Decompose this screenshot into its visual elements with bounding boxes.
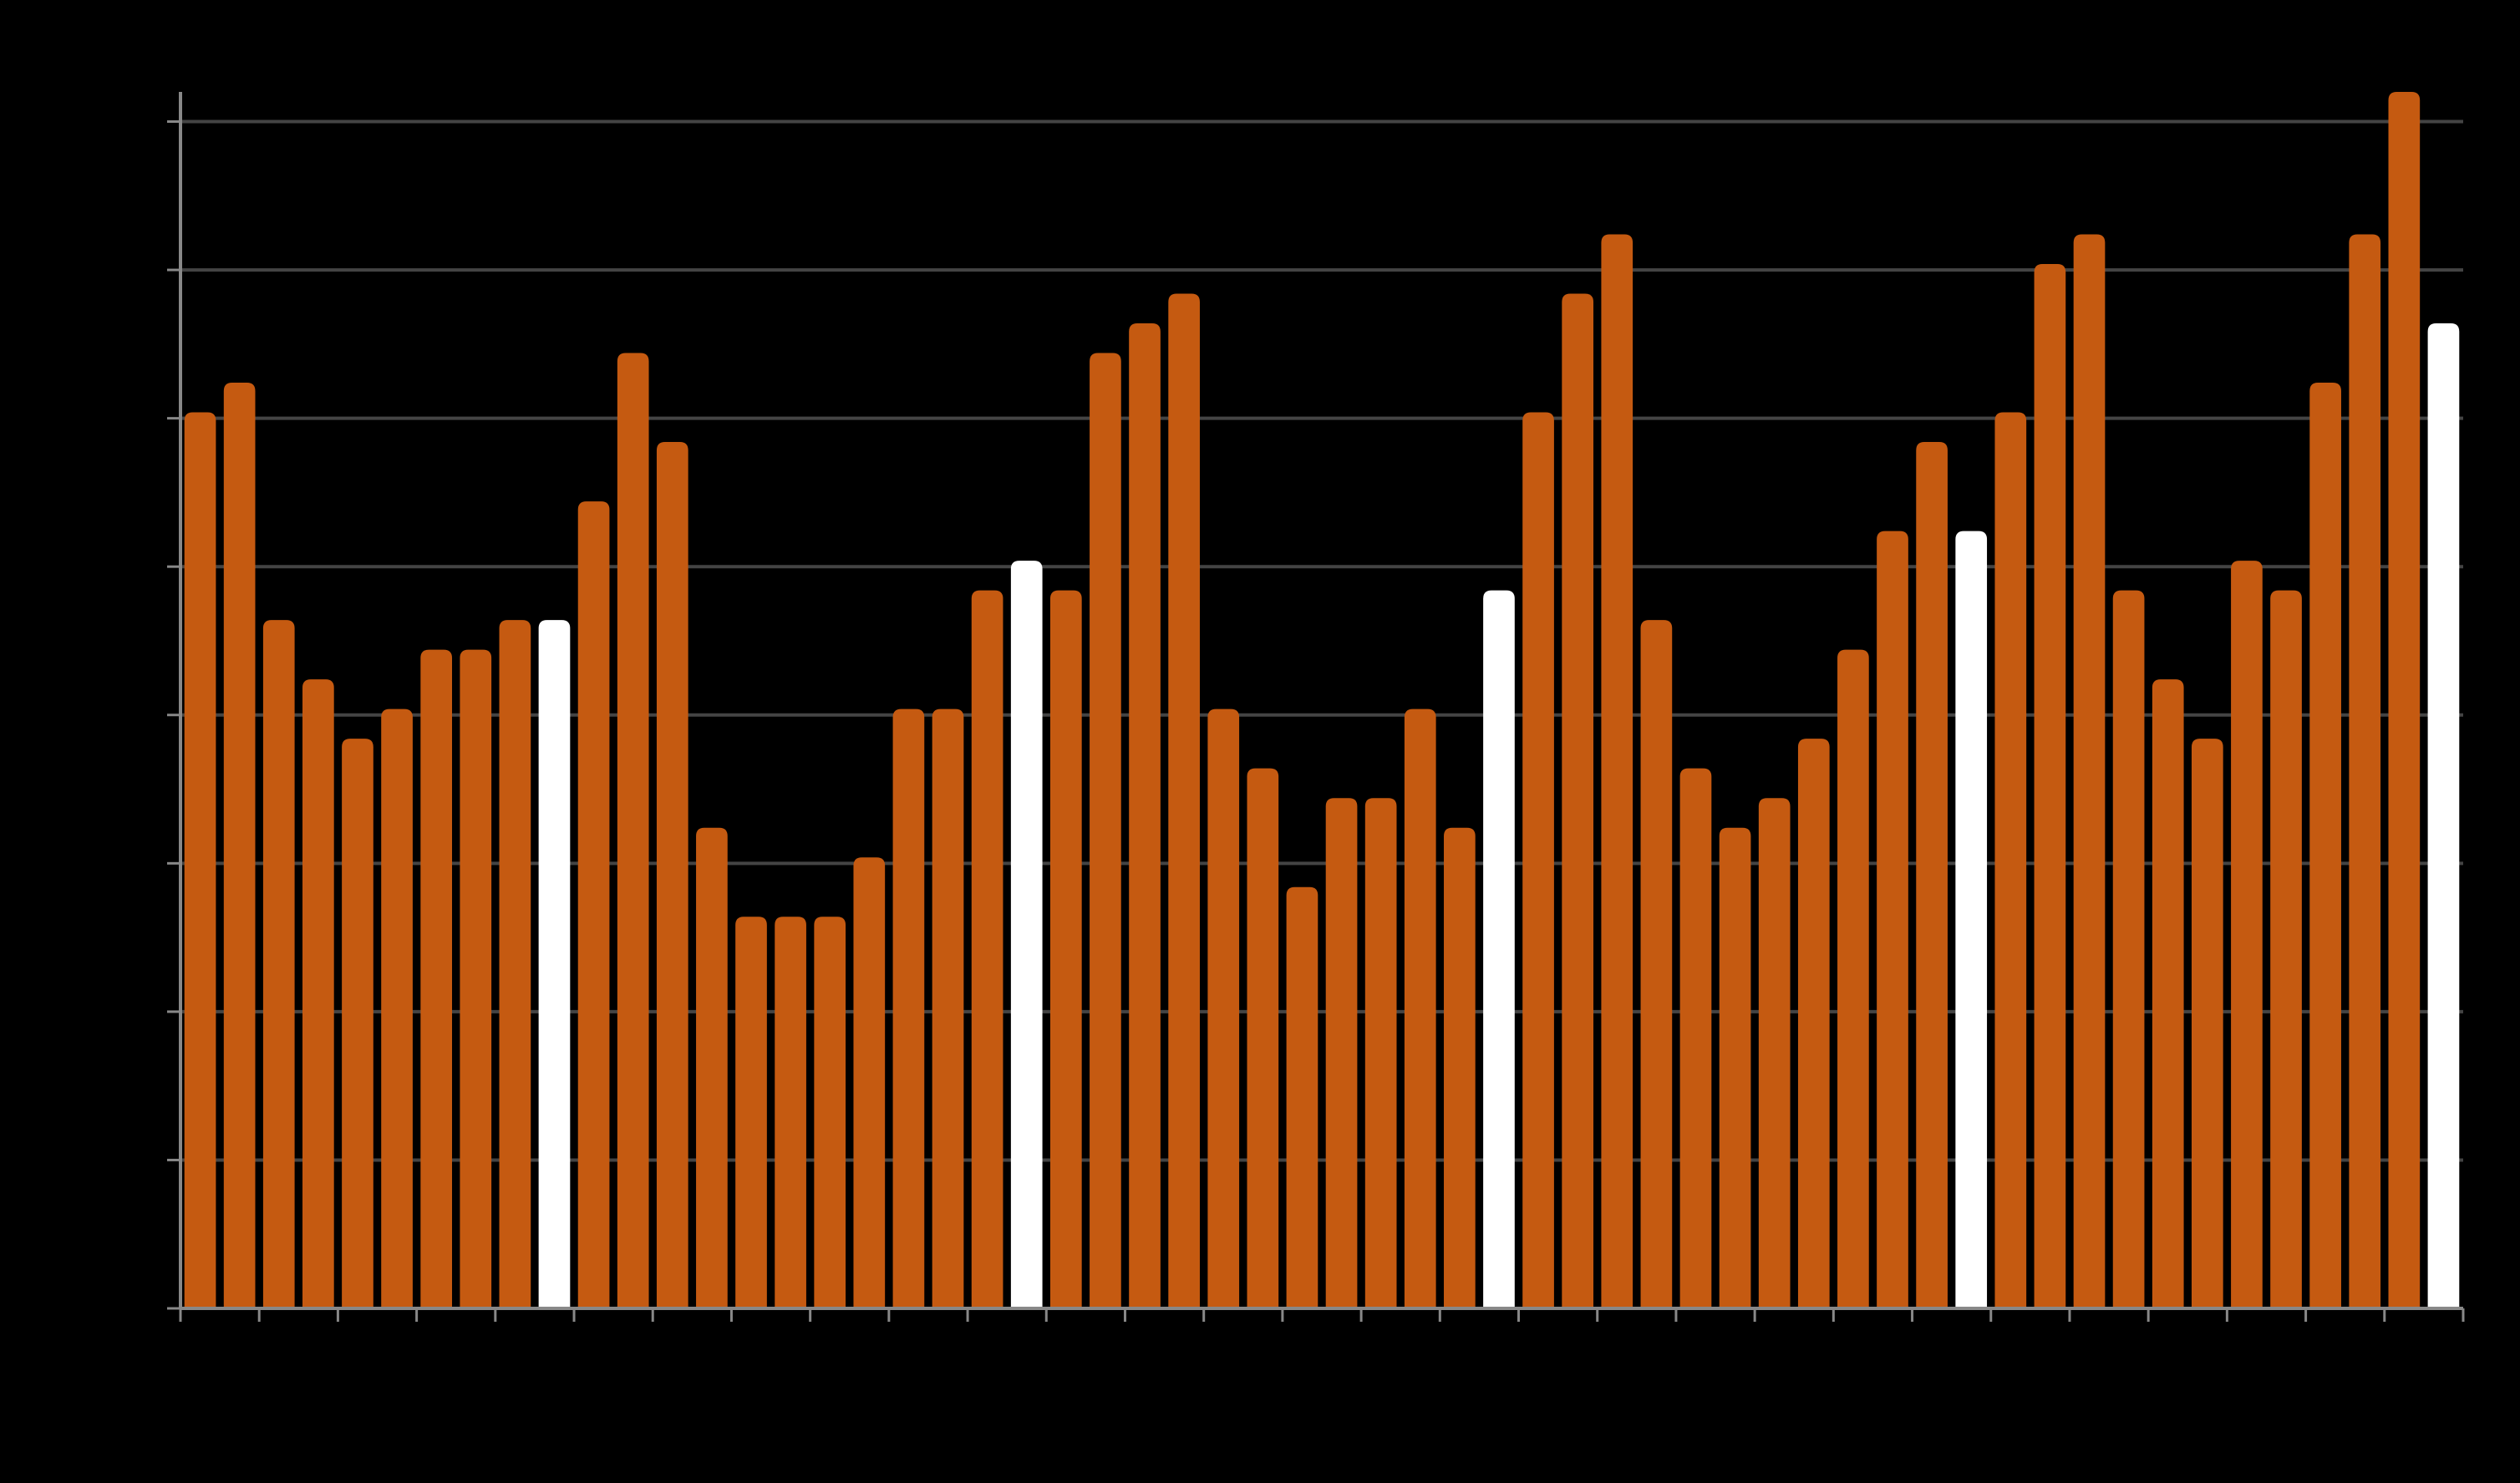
bar — [1877, 531, 1908, 1308]
bar — [2309, 383, 2341, 1308]
bar — [1168, 293, 1200, 1309]
bar — [1090, 353, 1121, 1308]
bar — [775, 917, 806, 1308]
bar — [302, 679, 334, 1308]
bar — [814, 917, 846, 1308]
bar — [1483, 590, 1515, 1308]
bar — [2112, 590, 2145, 1308]
bar — [1916, 442, 1948, 1308]
bar — [1404, 708, 1436, 1308]
bar — [1364, 798, 1397, 1308]
bar — [2388, 92, 2421, 1308]
bar — [2231, 561, 2263, 1308]
bar — [1797, 739, 1830, 1308]
bar — [892, 708, 925, 1308]
bar — [577, 501, 610, 1308]
bar — [1010, 561, 1043, 1308]
bar — [1719, 827, 1751, 1308]
bar — [735, 917, 767, 1308]
bar — [1129, 323, 1161, 1308]
bar — [184, 412, 216, 1308]
bar — [853, 857, 886, 1308]
bar — [1758, 798, 1791, 1308]
bar — [1679, 768, 1712, 1308]
bar — [2191, 739, 2223, 1308]
bar — [1325, 798, 1358, 1308]
bar — [1640, 620, 1673, 1308]
bar — [460, 649, 492, 1308]
bar — [2152, 679, 2184, 1308]
bar — [262, 620, 295, 1308]
bar — [1207, 708, 1240, 1308]
bar — [696, 827, 728, 1308]
bar — [2349, 234, 2381, 1309]
bar — [342, 739, 373, 1308]
bar — [420, 649, 453, 1308]
bar — [223, 383, 256, 1308]
bar — [381, 708, 413, 1308]
bar — [932, 708, 964, 1308]
bar — [617, 353, 649, 1308]
bar — [1562, 293, 1594, 1309]
bar — [538, 620, 571, 1308]
bar — [499, 620, 531, 1308]
bar — [2073, 234, 2106, 1309]
bar — [656, 442, 688, 1308]
bar — [1522, 412, 1554, 1308]
bars — [184, 92, 2460, 1309]
bar — [971, 590, 1003, 1308]
bar — [1601, 234, 1633, 1309]
bar — [1286, 886, 1318, 1308]
bar — [1247, 768, 1279, 1308]
axes — [167, 92, 2465, 1322]
bar — [1994, 412, 2027, 1308]
bar — [2270, 590, 2302, 1308]
bar — [1955, 531, 1988, 1308]
bar — [2034, 263, 2066, 1309]
bar — [1444, 827, 1476, 1308]
bar — [2427, 323, 2460, 1308]
bar — [1837, 649, 1869, 1308]
bar — [1049, 590, 1082, 1308]
